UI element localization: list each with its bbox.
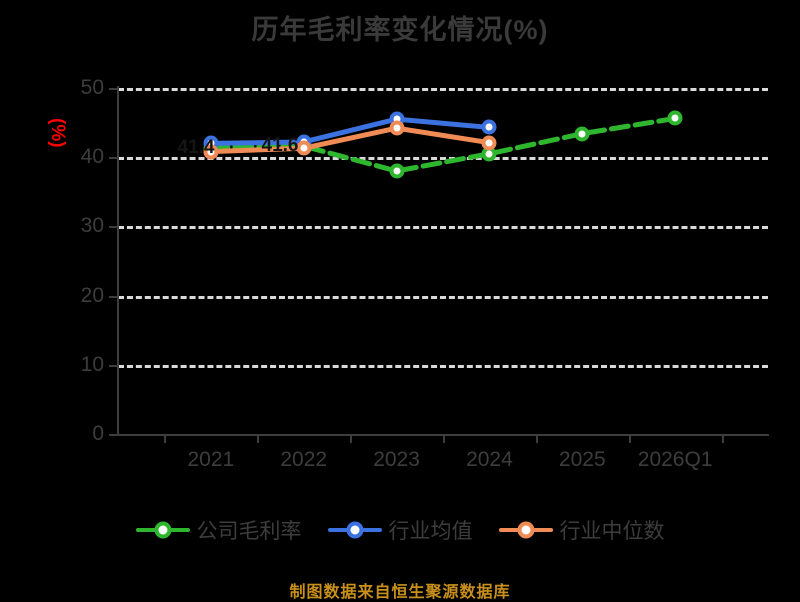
- legend-item-1[interactable]: 行业均值: [327, 515, 473, 545]
- chart-legend: 公司毛利率 行业均值 行业中位数: [0, 515, 800, 545]
- data-point-value-label: 41.4: [177, 137, 215, 158]
- chart-title: 历年毛利率变化情况(%): [251, 15, 549, 45]
- data-point-marker: [574, 126, 590, 142]
- gridline: [118, 157, 768, 161]
- y-axis-tick-mark: [109, 364, 118, 367]
- gridline: [118, 88, 768, 91]
- series-line-1: [208, 116, 492, 146]
- data-point-marker: [389, 120, 405, 136]
- legend-dot-icon: [517, 521, 534, 539]
- data-point-marker: [667, 110, 683, 126]
- chart-footer-source: 制图数据来自恒生聚源数据库: [289, 584, 511, 601]
- y-axis-tick-mark: [109, 434, 118, 436]
- legend-label: 行业均值: [388, 520, 473, 543]
- x-axis-tick-label: 2026Q1: [637, 448, 713, 471]
- legend-line-swatch: [327, 521, 382, 539]
- legend-label: 公司毛利率: [196, 520, 302, 543]
- legend-line-swatch: [498, 521, 553, 539]
- x-axis-tick-label: 2025: [558, 448, 606, 471]
- x-axis-tick-mark: [535, 434, 538, 443]
- data-point-value-label: 41.6: [261, 135, 299, 156]
- x-axis-tick-label: 2023: [373, 448, 420, 471]
- x-axis-tick-mark: [628, 434, 631, 443]
- data-point-marker: [296, 140, 312, 156]
- gridline: [118, 226, 768, 230]
- y-axis-tick-mark: [109, 295, 118, 298]
- y-axis-tick-mark: [109, 157, 118, 160]
- y-axis-tick-label: 0: [92, 422, 104, 445]
- y-axis-tick-label: 20: [80, 283, 104, 307]
- legend-item-0[interactable]: 公司毛利率: [135, 515, 302, 545]
- legend-dot-icon: [154, 521, 171, 539]
- data-point-marker: [481, 119, 497, 135]
- gridline: [118, 295, 768, 299]
- legend-line-swatch: [135, 521, 190, 539]
- y-axis-tick-label: 30: [80, 214, 104, 238]
- x-axis-tick-mark: [257, 434, 260, 443]
- legend-label: 行业中位数: [559, 520, 665, 543]
- series-line-2: [208, 125, 492, 155]
- y-axis-tick-mark: [109, 88, 118, 90]
- x-axis-tick-mark: [721, 434, 724, 443]
- y-axis-tick-label: 50: [80, 76, 104, 99]
- data-point-marker: [389, 163, 405, 179]
- y-axis-tick-label: 10: [80, 352, 104, 376]
- x-axis-tick-label: 2022: [280, 448, 328, 471]
- y-axis-unit-label: (%): [47, 118, 68, 148]
- y-axis-tick-mark: [109, 226, 118, 229]
- legend-item-2[interactable]: 行业中位数: [498, 515, 665, 545]
- data-point-marker: [481, 135, 497, 151]
- y-axis-line: [117, 86, 119, 436]
- gridline: [118, 364, 768, 368]
- data-point-marker: [203, 144, 219, 160]
- y-axis-tick-label: 40: [80, 145, 104, 169]
- x-axis-tick-mark: [350, 434, 353, 443]
- x-axis-tick-label: 2021: [187, 448, 235, 471]
- legend-dot-icon: [346, 521, 363, 539]
- x-axis-tick-mark: [443, 434, 445, 443]
- x-axis-tick-mark: [164, 434, 167, 443]
- x-axis-tick-label: 2024: [466, 448, 513, 471]
